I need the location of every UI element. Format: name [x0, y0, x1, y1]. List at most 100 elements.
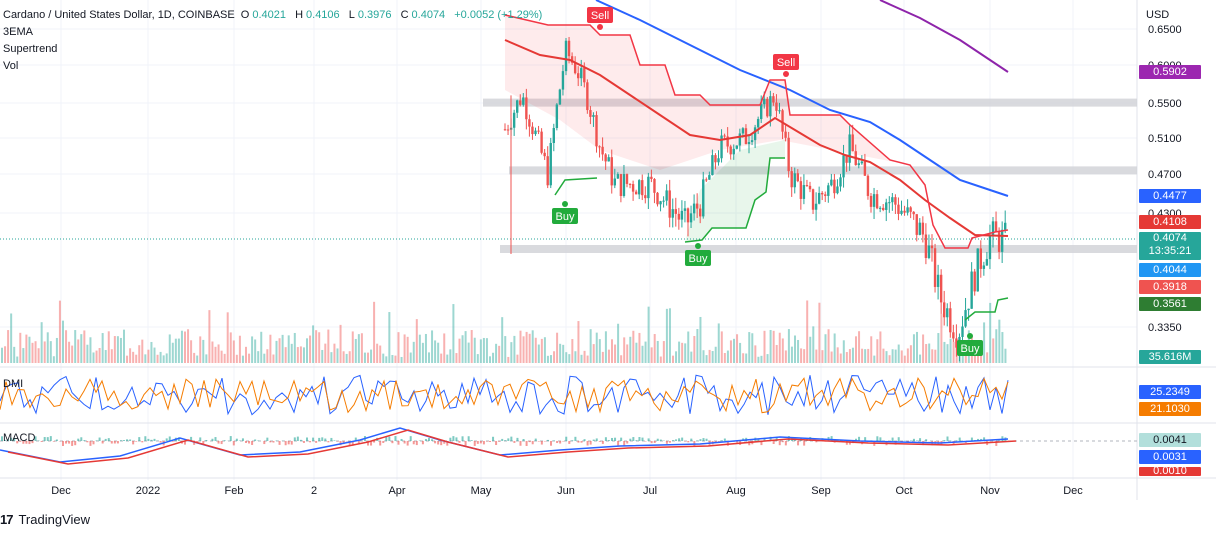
symbol-title: Cardano / United States Dollar, 1D, COIN… [3, 9, 235, 21]
volume-bar [184, 331, 186, 363]
volume-bar [543, 337, 546, 363]
tag-supertrend-red: 0.3918 [1139, 280, 1201, 294]
volume-bar [934, 349, 937, 363]
volume-bar [129, 348, 132, 363]
volume-bar [766, 354, 769, 363]
supertrend-red-line [504, 14, 1009, 249]
macd-histogram-bar [397, 441, 400, 445]
volume-bar [16, 356, 19, 363]
y-tick-label: 0.5100 [1148, 133, 1182, 145]
volume-bar [272, 354, 275, 363]
candle-body [567, 40, 571, 57]
candle-body [552, 128, 555, 144]
indicator-dmi[interactable]: DMI [3, 378, 24, 390]
candle-body [549, 143, 552, 186]
candle-body [570, 56, 574, 63]
volume-bar [302, 347, 305, 363]
volume-bar [74, 330, 77, 363]
macd-histogram-bar [119, 440, 122, 441]
candle-body [769, 96, 772, 117]
macd-histogram-bar [797, 441, 800, 446]
macd-histogram-bar [428, 438, 430, 441]
volume-bar [306, 338, 308, 363]
tag-macd-line: 0.0031 [1139, 450, 1201, 464]
volume-bar [168, 334, 171, 363]
candle-body [671, 209, 674, 218]
volume-bar [104, 350, 107, 363]
countdown-timer: 13:35:21 [1148, 245, 1192, 257]
macd-histogram-bar [165, 438, 168, 441]
currency-label[interactable]: USD [1146, 9, 1170, 21]
macd-histogram-bar [501, 438, 504, 441]
volume-bar [214, 346, 217, 363]
macd-histogram-bar [293, 437, 296, 441]
candle-body [824, 194, 827, 196]
candle-body [616, 174, 620, 179]
supertrend-green-line [684, 157, 785, 243]
indicator-vol[interactable]: Vol [3, 60, 19, 72]
macd-histogram-bar [699, 439, 702, 441]
candle-body [512, 112, 516, 128]
volume-bar [251, 336, 254, 363]
candle-body [766, 98, 769, 117]
macd-histogram-bar [16, 441, 19, 444]
volume-bar [263, 353, 266, 363]
volume-bar [406, 336, 409, 363]
volume-bar [601, 351, 604, 363]
volume-bar [583, 350, 586, 363]
moving-average-lines [504, 0, 1009, 321]
signal-dot [783, 71, 789, 77]
tradingview-logo[interactable]: 17 TradingView [0, 512, 90, 527]
macd-histogram-bar [726, 441, 729, 446]
volume-bar [855, 336, 857, 363]
macd-histogram-bar [412, 441, 415, 445]
macd-histogram-bar [672, 440, 674, 441]
volume-bar [461, 335, 464, 363]
volume-bar [489, 356, 491, 363]
macd-histogram-bar [614, 437, 617, 441]
macd-histogram-bar [46, 437, 49, 441]
volume-bar [132, 351, 135, 363]
volume-bar [58, 300, 61, 363]
volume-bar [571, 339, 574, 363]
macd-histogram-bar [287, 441, 290, 445]
macd-histogram-bar [909, 440, 912, 441]
macd-histogram-bar [284, 441, 287, 446]
macd-histogram-bar [251, 441, 254, 445]
macd-histogram-bar [98, 437, 101, 441]
volume-bar [1001, 332, 1004, 363]
volume-bar [367, 352, 369, 363]
volume-bar [729, 340, 732, 363]
macd-histogram-bar [373, 441, 376, 443]
supertrend-green-fill [685, 140, 785, 242]
candle-body [866, 175, 870, 196]
macd-histogram-bar [315, 441, 318, 443]
macd-histogram-bar [302, 441, 305, 443]
signal-buy: Buy [957, 333, 983, 356]
volume-bar [897, 344, 900, 363]
candle-body [720, 135, 723, 159]
indicator-ema[interactable]: 3EMA [3, 26, 33, 38]
macd-histogram-bar [385, 436, 388, 441]
indicator-macd[interactable]: MACD [3, 432, 36, 444]
volume-bar [95, 350, 98, 363]
macd-histogram-bar [504, 440, 507, 441]
candle-body [589, 110, 592, 117]
candle-body [723, 135, 726, 137]
volume-bar [107, 331, 110, 363]
macd-histogram-bar [772, 441, 775, 444]
macd-histogram-bar [916, 440, 918, 441]
volume-bar [458, 338, 461, 363]
macd-histogram-bar [28, 441, 31, 445]
volume-bar [147, 349, 150, 363]
candle-body [952, 332, 955, 339]
indicator-supertrend[interactable]: Supertrend [3, 43, 58, 55]
macd-histogram-bar [781, 441, 784, 443]
macd-histogram-bar [919, 438, 922, 441]
candle-body [836, 186, 839, 194]
supertrend-green-line [554, 177, 598, 196]
volume-bar [690, 351, 693, 363]
candle-body [717, 158, 720, 163]
volume-bar [80, 334, 83, 363]
